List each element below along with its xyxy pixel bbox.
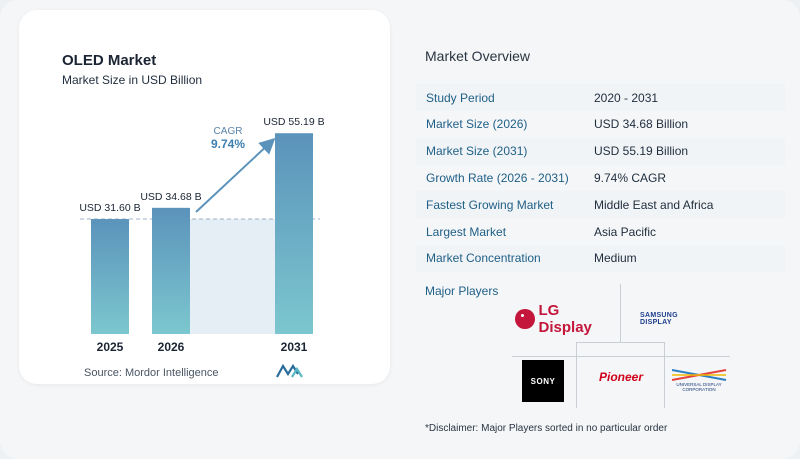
divider-vertical-left [576,342,577,408]
sony-logo: SONY [522,360,564,402]
chart-subtitle: Market Size in USD Billion [62,73,203,87]
udc-swoosh-icon [671,369,727,381]
overview-label: Market Size (2031) [426,144,528,159]
overview-value: Asia Pacific [594,224,657,239]
divider-horizontal [512,356,730,357]
overview-value: Medium [594,251,637,266]
lg-circle-icon [515,309,535,329]
mordor-intelligence-logo-icon [276,364,303,378]
divider-mid-top [576,342,664,343]
overview-value: 2020 - 2031 [594,90,659,105]
overview-title: Market Overview [425,48,531,64]
samsung-display-logo: SAMSUNG DISPLAY [640,312,678,326]
divider-vertical-top [620,284,621,342]
overview-row: Market Size (2026) USD 34.68 Billion [416,111,785,138]
overview-row: Study Period 2020 - 2031 [416,84,785,111]
overview-value: USD 34.68 Billion [594,117,689,132]
overview-label: Largest Market [426,224,507,239]
lg-display-logo: LG Display [515,302,615,336]
universal-display-logo: UNIVERSAL DISPLAY CORPORATION [668,366,730,394]
overview-label: Market Size (2026) [426,117,528,132]
divider-vertical-right [664,342,665,408]
lg-display-text: LG Display [538,302,592,336]
overview-label: Market Concentration [426,251,541,266]
overview-label: Fastest Growing Market [426,197,554,212]
source-text: Source: Mordor Intelligence [84,367,219,379]
overview-row: Market Concentration Medium [416,244,785,272]
overview-label: Study Period [426,90,495,105]
overview-value: USD 55.19 Billion [594,144,689,159]
overview-row: Fastest Growing Market Middle East and Af… [416,191,785,219]
disclaimer: *Disclaimer: Major Players sorted in no … [425,423,668,434]
udc-text-1: UNIVERSAL DISPLAY [676,382,722,387]
overview-row: Growth Rate (2026 - 2031) 9.74% CAGR [416,164,785,191]
udc-text-2: CORPORATION [682,387,716,392]
overview-label: Growth Rate (2026 - 2031) [426,170,569,185]
sony-text: SONY [530,376,556,386]
overview-row: Largest Market Asia Pacific [416,218,785,245]
overview-value: Middle East and Africa [594,197,714,212]
major-players-title: Major Players [425,284,499,298]
overview-row: Market Size (2031) USD 55.19 Billion [416,137,785,165]
chart-title: OLED Market [62,52,157,69]
overview-value: 9.74% CAGR [594,170,667,185]
pioneer-logo: Pioneer [598,370,643,384]
